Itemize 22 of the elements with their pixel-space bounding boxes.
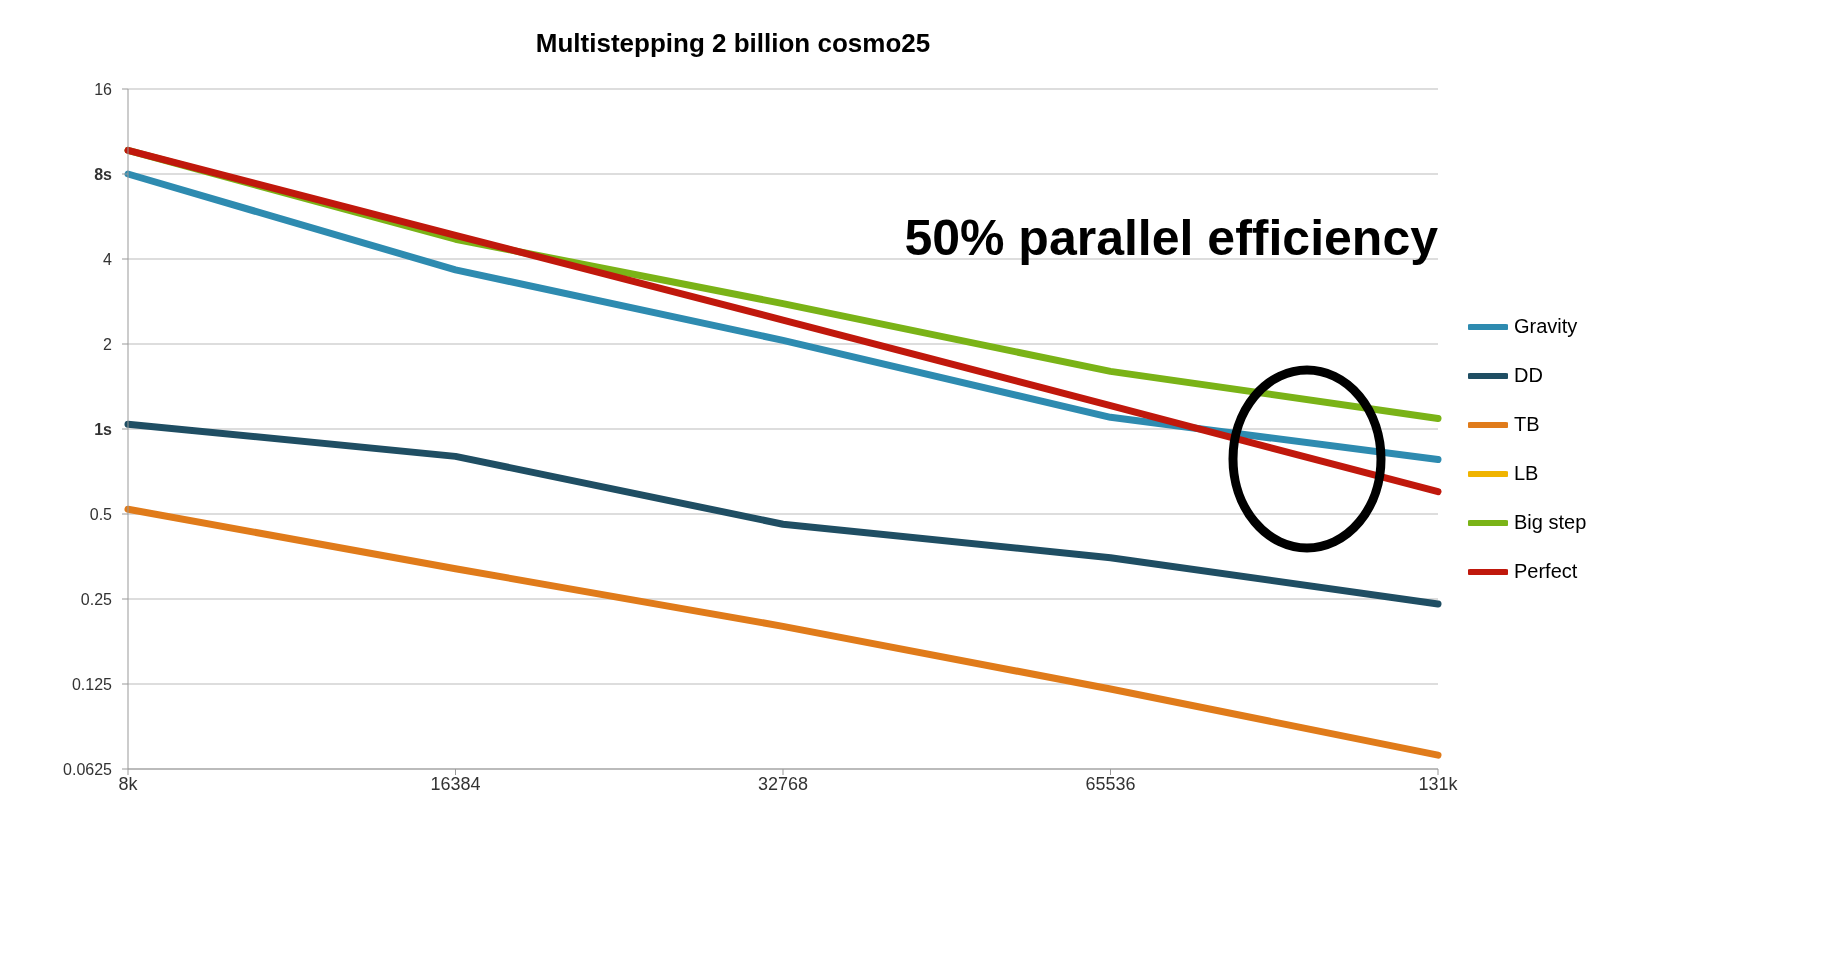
y-tick-label: 2 [103,335,113,353]
y-tick-label: 0.5 [89,505,113,523]
y-tick-label: 0.25 [80,590,113,608]
y-tick-label: 1s [94,420,113,438]
x-tick-label: 8k [118,773,139,794]
annotation: 50% parallel efficiency [904,209,1438,267]
x-tick-label: 16384 [430,773,481,794]
legend-label: Big step [1514,511,1587,534]
y-tick-label: 4 [103,250,113,268]
y-tick-label: 0.125 [71,675,113,693]
x-tick-label: 32768 [757,773,809,794]
chart-title: Multistepping 2 billion cosmo25 [534,27,932,60]
y-tick-label: 16 [94,80,113,98]
x-tick-label: 131k [1418,773,1459,794]
legend-label: DD [1514,364,1543,387]
legend-label: TB [1514,413,1540,436]
legend-label: Gravity [1514,315,1578,338]
y-tick-label: 8s [94,165,113,183]
legend-label: LB [1514,462,1539,485]
legend-label: Perfect [1514,560,1578,583]
y-tick-label: 0.0625 [63,760,113,778]
x-tick-label: 65536 [1085,773,1136,794]
